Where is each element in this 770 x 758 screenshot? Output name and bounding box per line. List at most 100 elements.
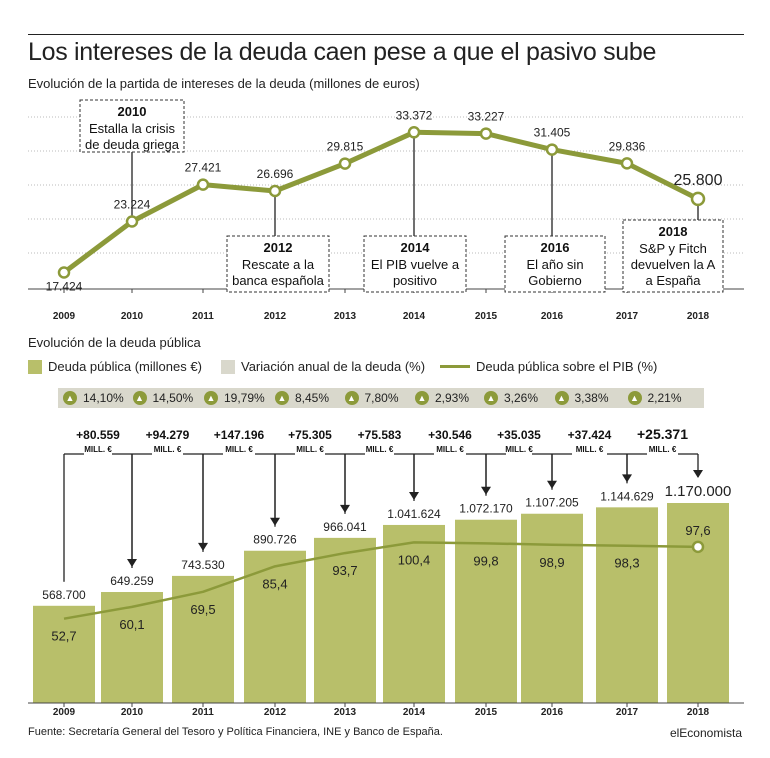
annotation-box-2016 (504, 235, 606, 293)
annotation-text: a España (646, 273, 702, 288)
legend-variacion: Variación anual de la deuda (%) (221, 359, 425, 374)
intereses-point (545, 143, 559, 156)
deuda-bar (172, 575, 234, 703)
legend-pib-label: Deuda pública sobre el PIB (%) (476, 359, 658, 374)
annotation-box-2018 (622, 219, 724, 293)
intereses-value-label: 31.405 (534, 126, 571, 140)
intereses-point (196, 178, 210, 191)
pib-value-label: 98,9 (539, 555, 564, 570)
variacion-badge: ▲ 14,10% (58, 388, 139, 408)
brand-logo: elEconomista (669, 726, 742, 740)
variacion-value: 3,26% (504, 391, 539, 405)
deuda-bar-label: 1.107.205 (525, 496, 579, 510)
intereses-point (57, 266, 71, 279)
deuda-bar-label: 966.041 (323, 520, 367, 534)
arrow-up-icon: ▲ (484, 391, 498, 405)
pib-end-point (691, 540, 705, 554)
arrow-up-icon: ▲ (554, 391, 569, 405)
intereses-point (125, 215, 139, 228)
increment-unit: MILL. € (84, 445, 112, 454)
variacion-value: 2,21% (647, 391, 682, 405)
variacion-badge: ▲ 19,79% (199, 388, 280, 408)
page-title: Los intereses de la deuda caen pese a qu… (28, 38, 657, 66)
intereses-x-tick-label: 2012 (264, 311, 287, 322)
legend-swatch-bar (28, 359, 42, 374)
annotation-box-2014 (363, 235, 467, 293)
legend-line-pib (440, 365, 470, 368)
intereses-point (338, 157, 352, 170)
intereses-point (268, 184, 282, 198)
intereses-value-label: 29.815 (327, 140, 364, 154)
deuda-x-tick-label: 2017 (616, 707, 639, 718)
variacion-badge: ▲ 3,38% (549, 388, 631, 408)
variacion-badge: ▲ 7,80% (339, 388, 421, 408)
intereses-x-tick-label: 2018 (687, 311, 710, 322)
variacion-value: 3,38% (574, 391, 609, 405)
deuda-bar-label: 1.072.170 (459, 502, 513, 516)
deuda-x-tick-label: 2018 (687, 707, 710, 718)
intereses-x-tick-label: 2015 (475, 311, 498, 322)
pib-value-label: 60,1 (119, 617, 144, 632)
deuda-bar (101, 592, 163, 703)
deuda-bar (455, 519, 517, 703)
increment-unit: MILL. € (296, 445, 324, 454)
variacion-value: 7,80% (364, 391, 399, 405)
pib-value-label: 98,3 (614, 556, 639, 571)
intereses-x-tick-label: 2017 (616, 311, 639, 322)
increment-value: +25.371 (637, 426, 688, 442)
annotation-text: banca española (232, 273, 325, 288)
variacion-badge: ▲ 8,45% (270, 388, 351, 408)
intereses-x-tick-label: 2011 (192, 311, 214, 322)
deuda-x-tick-label: 2011 (192, 707, 214, 718)
deuda-bar-label: 890.726 (253, 533, 297, 547)
intereses-x-tick-label: 2013 (334, 311, 357, 322)
deuda-x-tick-label: 2012 (264, 707, 287, 718)
increment-value: +75.583 (358, 428, 402, 442)
legend-deuda-label: Deuda pública (millones €) (48, 359, 202, 374)
variacion-value: 19,79% (224, 391, 265, 405)
intereses-x-tick-label: 2016 (541, 311, 564, 322)
increment-value: +37.424 (568, 428, 612, 442)
increment-arrowhead (693, 470, 703, 478)
intereses-point (620, 157, 634, 170)
variacion-badge: ▲ 14,50% (127, 388, 209, 408)
pib-value-label: 100,4 (398, 552, 431, 567)
increment-unit: MILL. € (225, 445, 253, 454)
deuda-bar-label: 743.530 (181, 558, 225, 572)
deuda-x-tick-label: 2010 (121, 707, 144, 718)
annotation-text: El PIB vuelve a (371, 257, 460, 272)
intereses-value-label: 27.421 (185, 161, 222, 175)
intereses-point (407, 126, 421, 139)
pib-value-label: 85,4 (262, 576, 287, 591)
annotation-box-2010 (79, 99, 185, 153)
source-note: Fuente: Secretaría General del Tesoro y … (28, 726, 443, 738)
deuda-bar (33, 605, 95, 703)
arrow-up-icon: ▲ (132, 391, 147, 405)
intereses-x-tick-label: 2014 (403, 311, 426, 322)
arrow-up-icon: ▲ (344, 391, 359, 405)
increment-value: +35.035 (497, 428, 541, 442)
intereses-value-label: 26.696 (257, 167, 294, 181)
deuda-x-tick-label: 2015 (475, 707, 498, 718)
variacion-badge: ▲ 2,93% (410, 388, 491, 408)
arrow-up-icon: ▲ (63, 391, 77, 405)
increment-unit: MILL. € (649, 445, 677, 454)
increment-value: +80.559 (76, 428, 120, 442)
increment-unit: MILL. € (154, 445, 182, 454)
intereses-value-label: 33.372 (396, 108, 433, 122)
deuda-subtitle: Evolución de la deuda pública (28, 335, 201, 350)
intereses-value-label: 17.424 (46, 279, 83, 293)
deuda-bar (383, 524, 445, 703)
deuda-bar-label: 1.170.000 (665, 483, 732, 500)
legend-pib: Deuda pública sobre el PIB (%) (440, 359, 657, 374)
intereses-value-label: 23.224 (114, 198, 151, 212)
annotation-year: 2014 (401, 240, 431, 255)
pib-value-label: 69,5 (190, 602, 215, 617)
variacion-value: 2,93% (435, 391, 470, 405)
variacion-value: 8,45% (295, 391, 330, 405)
annotation-year: 2012 (264, 240, 293, 255)
arrow-up-icon: ▲ (204, 391, 218, 405)
annotation-text: Estalla la crisis (89, 121, 175, 136)
deuda-x-tick-label: 2016 (541, 707, 564, 718)
